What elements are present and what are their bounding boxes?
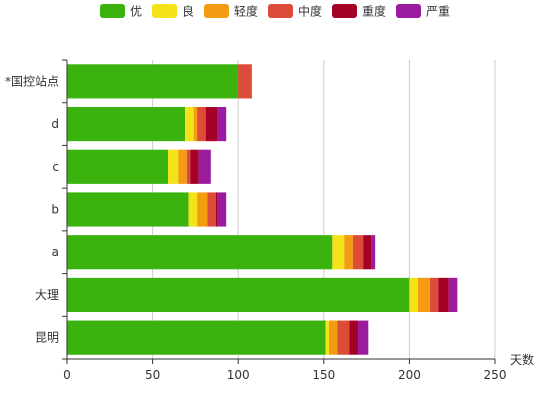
bar-segment[interactable] <box>332 235 345 270</box>
bar-segment[interactable] <box>215 192 218 227</box>
y-tick-label: b <box>51 203 59 217</box>
bar-segment[interactable] <box>358 320 369 355</box>
legend-item[interactable]: 中度 <box>268 4 322 19</box>
legend-swatch <box>152 4 177 18</box>
bar-segment[interactable] <box>238 64 252 99</box>
legend-label: 轻度 <box>234 4 258 19</box>
bar-segment[interactable] <box>371 235 376 270</box>
bar-segment[interactable] <box>67 320 326 355</box>
bar-segment[interactable] <box>197 106 206 142</box>
y-tick-label: 昆明 <box>35 331 59 345</box>
legend-swatch <box>204 4 229 18</box>
bar-segment[interactable] <box>190 149 199 184</box>
bar-segment[interactable] <box>67 235 333 270</box>
bar-segment[interactable] <box>178 149 187 184</box>
legend-item[interactable]: 严重 <box>396 4 450 19</box>
bar-segment[interactable] <box>328 320 338 355</box>
bar-segment[interactable] <box>193 106 198 142</box>
y-tick-label: a <box>52 245 59 259</box>
legend-item[interactable]: 优 <box>100 4 142 19</box>
x-tick-label: 0 <box>63 368 71 382</box>
bars <box>67 64 458 355</box>
bar-segment[interactable] <box>186 149 191 184</box>
bar-segment[interactable] <box>67 149 169 184</box>
bar-segment[interactable] <box>188 192 198 227</box>
legend-item[interactable]: 轻度 <box>204 4 258 19</box>
legend-item[interactable]: 良 <box>152 4 194 19</box>
bar-segment[interactable] <box>67 64 239 99</box>
bar-segment[interactable] <box>363 235 372 270</box>
legend-label: 优 <box>130 5 142 19</box>
bar-segment[interactable] <box>352 235 364 270</box>
bar-segment[interactable] <box>207 192 216 227</box>
legend: 优 良 轻度 中度 重度 严重 <box>100 4 450 19</box>
x-tick-label: 250 <box>484 368 507 382</box>
bar-segment[interactable] <box>217 106 227 142</box>
bar-segment[interactable] <box>197 192 208 227</box>
bar-segment[interactable] <box>67 106 186 142</box>
legend-label: 严重 <box>426 5 450 19</box>
x-tick-label: 150 <box>312 368 335 382</box>
bar-segment[interactable] <box>344 235 353 270</box>
y-tick-label: d <box>51 117 59 131</box>
legend-swatch <box>100 4 125 18</box>
x-tick-label: 100 <box>227 368 250 382</box>
x-tick-label: 50 <box>145 368 160 382</box>
bar-segment[interactable] <box>409 277 418 313</box>
bar-segment[interactable] <box>438 277 449 313</box>
bar-segment[interactable] <box>448 277 458 313</box>
bar-segment[interactable] <box>417 277 430 313</box>
bar-segment[interactable] <box>337 320 350 355</box>
y-tick-label: 大理 <box>35 288 59 302</box>
bar-segment[interactable] <box>67 277 410 313</box>
x-tick-label: 200 <box>398 368 421 382</box>
legend-swatch <box>268 4 293 18</box>
bar-segment[interactable] <box>168 149 179 184</box>
bar-segment[interactable] <box>325 320 329 355</box>
bar-segment[interactable] <box>429 277 439 313</box>
x-axis-name: 天数 <box>510 352 534 367</box>
legend-item[interactable]: 重度 <box>332 4 386 19</box>
bar-segment[interactable] <box>205 106 218 142</box>
bar-segment[interactable] <box>198 149 211 184</box>
legend-swatch <box>332 4 357 18</box>
legend-label: 中度 <box>298 4 322 19</box>
y-tick-label: *国控站点 <box>5 74 59 88</box>
bar-segment[interactable] <box>67 192 189 227</box>
legend-label: 良 <box>182 4 194 19</box>
legend-label: 重度 <box>362 4 386 19</box>
bar-segment[interactable] <box>185 106 194 142</box>
bar-segment[interactable] <box>217 192 227 227</box>
legend-swatch <box>396 4 421 18</box>
bar-segment[interactable] <box>349 320 359 355</box>
y-tick-label: c <box>52 160 59 174</box>
